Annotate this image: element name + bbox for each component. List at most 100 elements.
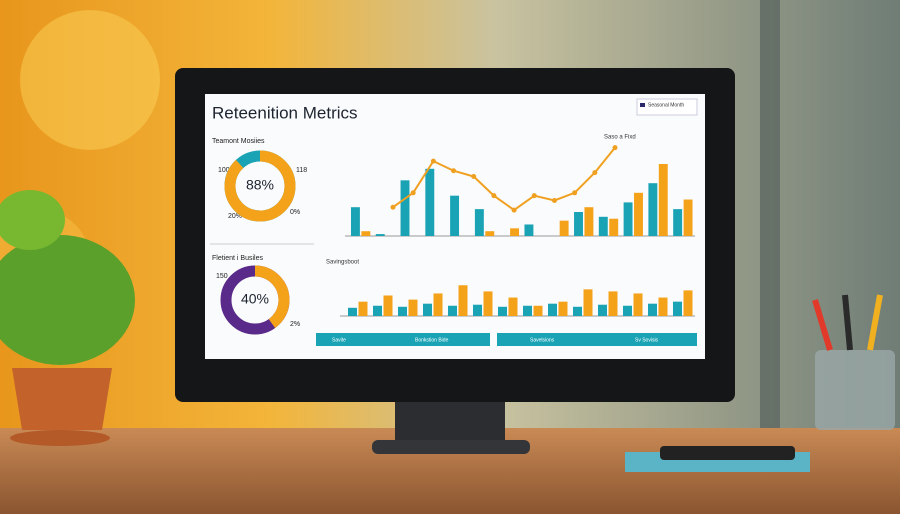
plant <box>0 190 65 250</box>
bar <box>648 303 657 316</box>
bar <box>524 224 534 236</box>
bar <box>383 295 393 316</box>
trend-line <box>392 147 616 212</box>
trend-point <box>592 170 598 176</box>
bar <box>658 297 668 316</box>
bar <box>423 303 432 316</box>
bar <box>523 305 532 316</box>
trend-point <box>491 193 497 199</box>
bar <box>498 306 507 316</box>
pot <box>12 368 112 430</box>
footer-text: Savite <box>332 337 346 343</box>
footer-bar <box>497 333 697 346</box>
bokeh <box>20 10 160 150</box>
trend-point <box>531 193 537 199</box>
footer-text: Sv Sovisis <box>635 337 659 343</box>
bar <box>559 220 569 236</box>
monitor-base <box>372 440 530 454</box>
bar <box>584 207 594 236</box>
footer-text: Savelsions <box>530 337 555 343</box>
bar <box>598 304 607 316</box>
trend-point <box>572 190 578 196</box>
donut-label: 88% <box>246 177 274 193</box>
trend-point <box>430 158 436 164</box>
bar <box>583 289 593 316</box>
trend-point <box>471 173 477 179</box>
phone <box>660 446 795 460</box>
bar <box>425 168 435 236</box>
bar <box>548 303 557 316</box>
chart-annotation: Saso a Fixd <box>604 135 636 141</box>
trend-point <box>551 197 557 203</box>
bar <box>623 202 633 236</box>
bar <box>634 192 643 236</box>
donut-arc <box>224 150 296 222</box>
legend-text: Seasonal Month <box>648 102 684 108</box>
pencil <box>867 294 883 351</box>
pencil <box>812 299 833 351</box>
donut-corner-label: 100 <box>218 167 230 174</box>
donut-corner-label: 118 <box>296 167 307 174</box>
bar <box>361 231 371 236</box>
bar <box>400 180 410 236</box>
bar <box>623 305 632 316</box>
bar <box>558 301 568 316</box>
bar <box>648 183 658 236</box>
pencil <box>842 294 853 351</box>
bar <box>510 228 520 236</box>
plant <box>0 235 135 365</box>
trend-point <box>612 145 618 151</box>
donut-corner-label: 150 <box>216 273 228 280</box>
bar <box>658 164 668 236</box>
bar <box>609 218 619 236</box>
bar <box>608 291 618 316</box>
panel-caption: Fletient i Busiles <box>212 255 263 262</box>
bar <box>458 285 468 316</box>
donut-corner-label: 20% <box>228 213 242 220</box>
trend-point <box>390 204 396 210</box>
bar <box>574 212 583 236</box>
trend-point <box>511 207 517 213</box>
bar <box>373 305 382 316</box>
monitor-stand <box>395 398 505 443</box>
bar <box>375 234 385 236</box>
bar <box>673 301 682 316</box>
bar <box>398 306 407 316</box>
bar <box>598 216 608 236</box>
bar <box>673 209 683 236</box>
footer-text: Bonkstion Bide <box>415 337 449 343</box>
donut-corner-label: 2% <box>290 321 300 328</box>
donut-label: 40% <box>241 291 269 307</box>
pot-saucer <box>10 430 110 446</box>
trend-point <box>451 168 457 174</box>
trend-point <box>410 190 416 196</box>
bar <box>533 305 543 316</box>
bar <box>448 305 457 316</box>
legend-box <box>636 98 698 116</box>
donut-corner-label: 0% <box>290 209 300 216</box>
bar <box>508 297 518 316</box>
footer-bar <box>316 333 490 346</box>
bar <box>450 195 460 236</box>
chart-caption: Savingsboot <box>326 260 359 266</box>
window-frame <box>760 0 780 430</box>
bar <box>408 299 418 316</box>
bar <box>483 291 493 316</box>
bar <box>433 293 443 316</box>
dashboard-title: Reteenition Metrics <box>212 103 358 122</box>
bar <box>683 290 693 316</box>
bar <box>474 209 484 236</box>
bar <box>633 293 643 316</box>
legend-swatch <box>640 103 645 107</box>
bar <box>358 301 368 316</box>
panel-caption: Teamont Mosiies <box>212 138 265 145</box>
bar <box>573 306 582 316</box>
bar <box>350 207 360 236</box>
bar <box>348 307 357 316</box>
pencil-cup <box>815 350 895 430</box>
donut-arc <box>220 265 290 335</box>
bar <box>683 199 693 236</box>
bar <box>473 304 482 316</box>
bar <box>485 231 495 236</box>
